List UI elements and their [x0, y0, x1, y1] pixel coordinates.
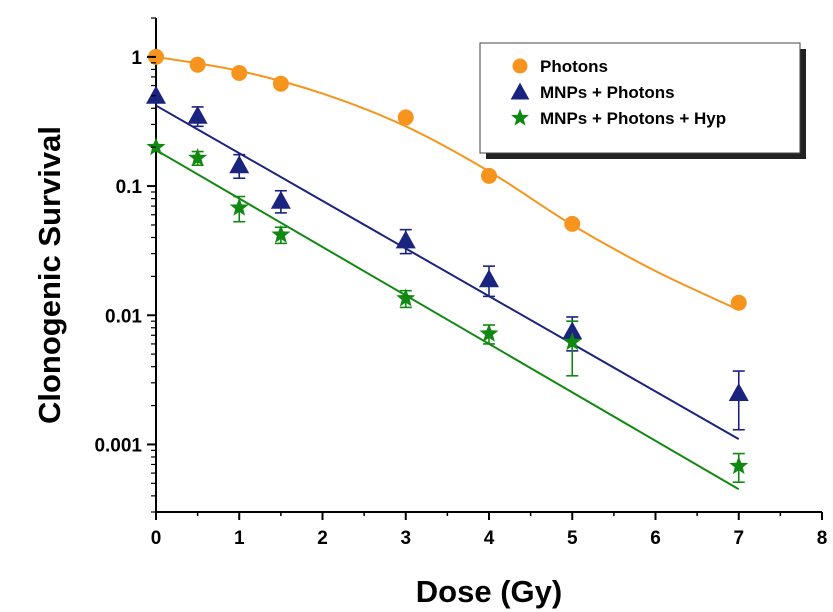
legend-label: MNPs + Photons + Hyp — [540, 109, 726, 128]
data-point-triangle — [479, 269, 499, 288]
x-tick-label: 5 — [567, 528, 578, 549]
legend-marker-triangle — [510, 82, 530, 100]
y-tick-label: 0.001 — [94, 435, 142, 456]
x-tick-label: 3 — [400, 528, 411, 549]
data-point-circle — [730, 294, 747, 311]
data-point-star — [146, 137, 166, 156]
data-point-triangle — [146, 85, 166, 104]
x-tick-label: 8 — [817, 528, 828, 549]
data-point-triangle — [728, 383, 749, 402]
data-point-star — [271, 224, 291, 243]
data-point-star — [188, 147, 208, 167]
y-axis-title: Clonogenic Survival — [32, 126, 67, 424]
legend: Photons MNPs + Photons MNPs + Photons + Hy… — [479, 42, 806, 159]
x-axis-title: Dose (Gy) — [416, 574, 562, 609]
y-tick-label: 1 — [131, 48, 142, 69]
data-point-circle — [481, 167, 497, 184]
legend-label: Photons — [540, 57, 608, 76]
data-point-triangle — [562, 321, 583, 340]
data-point-circle — [231, 65, 248, 82]
data-point-star — [479, 323, 499, 342]
x-tick-label: 0 — [151, 528, 162, 549]
x-tick-label: 1 — [234, 528, 245, 549]
x-tick-label: 6 — [650, 528, 661, 549]
fit-line-3 — [155, 149, 740, 491]
fit-line-1 — [155, 55, 740, 311]
fit-line-2 — [155, 104, 740, 440]
data-point-triangle — [229, 155, 250, 174]
data-point-circle — [189, 56, 206, 73]
data-point-star — [396, 288, 416, 307]
y-axis: 1 0.1 0.01 0.001 — [94, 17, 156, 513]
data-point-circle — [272, 75, 289, 92]
legend-label: MNPs + Photons — [540, 83, 675, 102]
data-point-star — [562, 332, 582, 351]
legend-marker-circle — [512, 58, 528, 74]
fit-lines — [155, 55, 740, 491]
error-bars — [191, 106, 745, 484]
x-axis: 0 1 2 3 4 5 6 7 8 — [151, 512, 828, 549]
x-tick-label: 4 — [484, 528, 495, 549]
data-markers — [146, 48, 749, 475]
legend-marker-star — [511, 108, 529, 126]
y-tick-label: 0.1 — [116, 177, 143, 198]
data-point-circle — [564, 215, 581, 232]
data-point-triangle — [270, 190, 291, 209]
y-tick-label: 0.01 — [105, 306, 142, 327]
data-point-triangle — [395, 230, 416, 249]
data-point-circle — [397, 109, 414, 126]
x-tick-label: 7 — [733, 528, 744, 549]
data-point-star — [729, 456, 749, 475]
data-point-triangle — [187, 105, 208, 124]
data-point-star — [229, 197, 249, 216]
x-tick-label: 2 — [317, 528, 328, 549]
legend-box — [479, 42, 801, 154]
